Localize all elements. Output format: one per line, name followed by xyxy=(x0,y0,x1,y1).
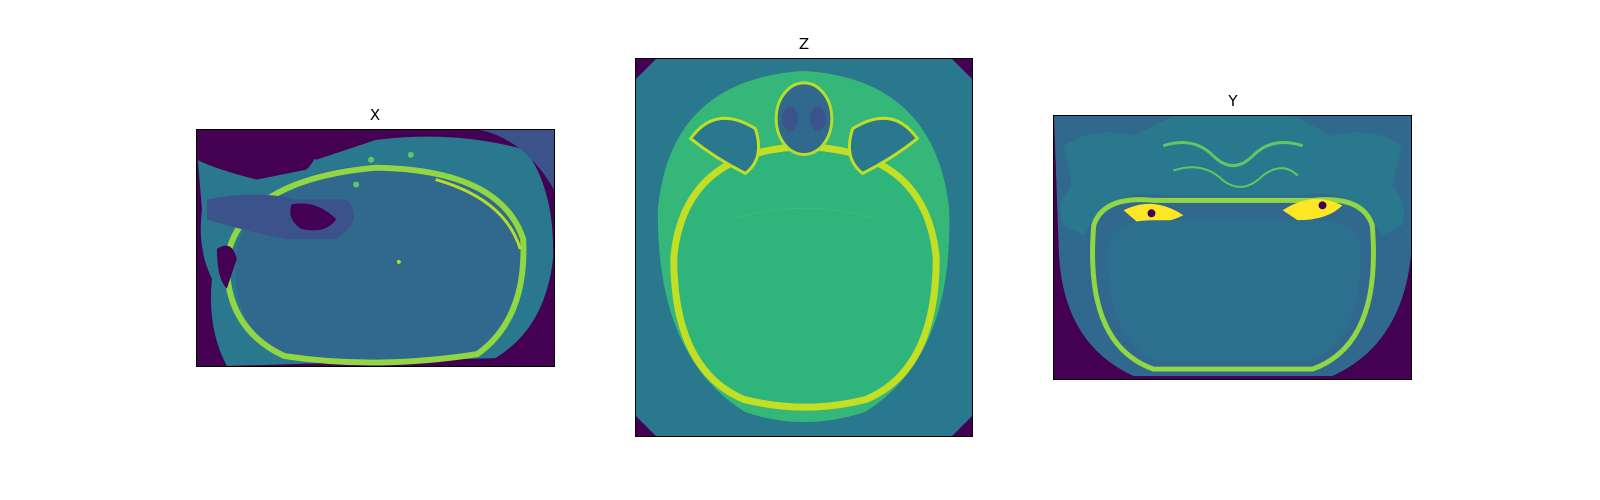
panel-x-image xyxy=(196,129,555,367)
panel-title-z: Z xyxy=(798,35,810,53)
ct-slice-y xyxy=(1054,116,1411,379)
panel-title-y: Y xyxy=(1228,92,1238,110)
ct-slice-z xyxy=(636,59,972,436)
panel-title-x: X xyxy=(369,106,381,124)
panel-y-image xyxy=(1053,115,1412,380)
ct-slice-x xyxy=(197,130,554,366)
panel-z-image xyxy=(635,58,973,437)
